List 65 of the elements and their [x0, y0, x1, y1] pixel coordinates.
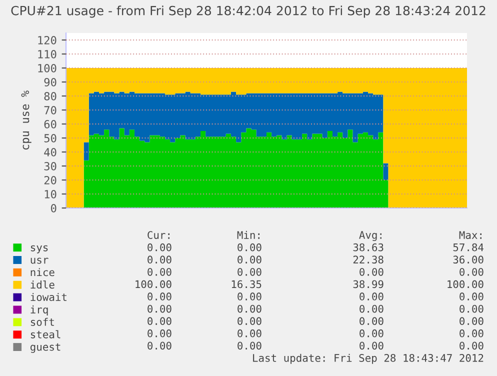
text: 38.99: [353, 280, 384, 288]
text: 0.00: [148, 329, 172, 338]
legend-label: sys: [30, 245, 48, 254]
text: Cur:: [148, 231, 170, 239]
y-tick-label: 110: [38, 50, 56, 58]
text: 36.00: [453, 256, 484, 264]
text: 57.84: [453, 243, 484, 252]
text: 0.00: [148, 243, 172, 252]
text: 0.00: [460, 317, 484, 326]
y-tick-label: 30: [44, 162, 56, 170]
text: 0.00: [148, 256, 172, 264]
text: 0.00: [148, 304, 172, 313]
legend-label: irq: [30, 305, 48, 316]
y-axis-title: cpu use %: [21, 90, 32, 150]
legend-label: iowait: [30, 292, 66, 302]
y-tick-label: 70: [44, 106, 56, 114]
text: Max:: [459, 231, 482, 239]
text: 0.00: [360, 268, 384, 276]
y-tick-label: 20: [44, 176, 56, 184]
text: 22.38: [353, 256, 384, 264]
text: 0.00: [238, 304, 262, 313]
text: 0.00: [360, 317, 384, 326]
text: 0.00: [238, 329, 262, 338]
chart-title: CPU#21 usage - from Fri Sep 28 18:42:04 2012 to Fri Sep 28 18:43:24 2012: [11, 6, 486, 18]
text: 0.00: [460, 329, 484, 338]
text: 0.00: [148, 268, 172, 276]
legend-label: steal: [30, 330, 60, 338]
text: 0.00: [238, 268, 262, 276]
text: 100.00: [448, 280, 484, 288]
text: 0.00: [238, 342, 262, 350]
text: 0.00: [460, 304, 484, 313]
y-tick-label: 10: [44, 190, 56, 198]
text: 0.00: [460, 268, 484, 276]
text: 0.00: [360, 329, 384, 338]
legend-label: guest: [30, 343, 60, 353]
text: 38.63: [353, 243, 384, 252]
y-tick-label: 60: [44, 120, 56, 128]
legend-label: idle: [30, 280, 54, 289]
text: 0.00: [360, 292, 384, 300]
text: 0.00: [238, 243, 262, 252]
text: 0.00: [460, 342, 484, 350]
text: 100.00: [136, 280, 172, 288]
text: 0.00: [238, 256, 262, 264]
y-tick-label: 50: [44, 134, 56, 142]
y-tick-label: 0: [51, 204, 56, 212]
text: 0.00: [238, 292, 262, 300]
text: 0.00: [238, 317, 262, 326]
text: 0.00: [360, 304, 384, 313]
y-tick-label: 80: [44, 92, 56, 100]
y-tick-label: 100: [38, 64, 56, 72]
text: Avg:: [359, 231, 382, 241]
y-tick-label: 120: [38, 36, 56, 44]
legend-label: usr: [30, 258, 48, 264]
text: 0.00: [148, 292, 172, 300]
legend-label: soft: [30, 318, 54, 326]
y-tick-label: 90: [44, 78, 56, 86]
text: 0.00: [360, 342, 384, 350]
text: 16.35: [232, 280, 262, 288]
text: Min:: [237, 230, 260, 239]
text: 0.00: [148, 342, 172, 350]
y-tick-label: 40: [44, 148, 56, 156]
text: 0.00: [460, 292, 484, 300]
text: Last update: Fri Sep 28 18:43:47 2012: [253, 354, 484, 364]
legend-label: nice: [30, 268, 54, 276]
text: 0.00: [148, 317, 172, 326]
